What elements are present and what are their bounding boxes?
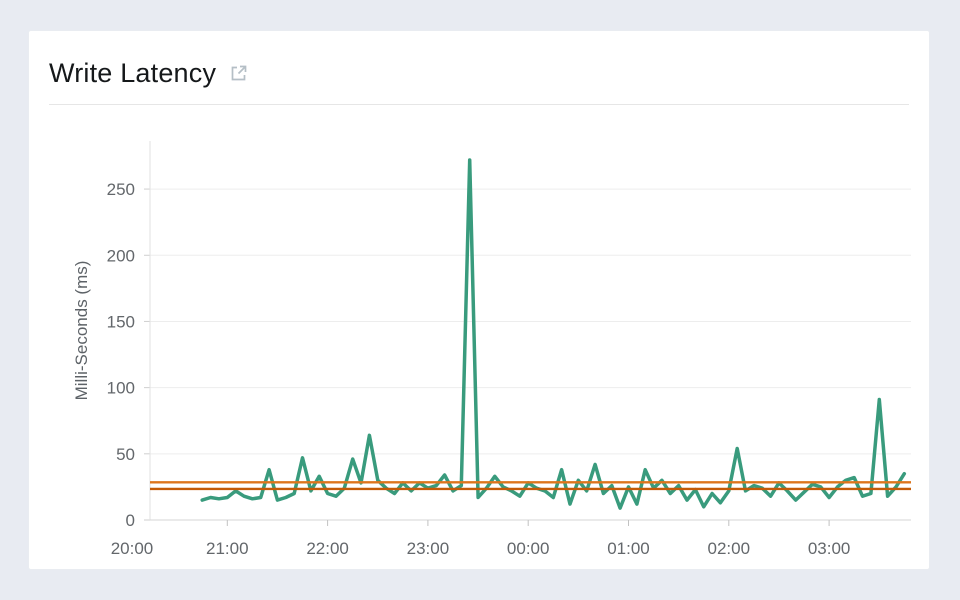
x-tick-label: 21:00 xyxy=(206,539,249,558)
x-tick-label: 23:00 xyxy=(407,539,450,558)
x-tick-label: 01:00 xyxy=(607,539,650,558)
card-header: Write Latency xyxy=(29,31,929,106)
y-tick-label: 100 xyxy=(107,379,135,398)
chart-card: Write Latency 0 50 100 150 200 250 20:00 21:00 2… xyxy=(28,30,930,570)
latency-chart[interactable]: 0 50 100 150 200 250 20:00 21:00 22:00 23:00 00:00… xyxy=(29,31,931,571)
page-title: Write Latency xyxy=(49,58,217,88)
external-link-icon[interactable] xyxy=(228,63,249,84)
x-tick-label: 20:00 xyxy=(111,539,154,558)
series-line-write-latency-ms xyxy=(200,158,907,510)
x-tick-label: 00:00 xyxy=(507,539,550,558)
y-tick-label: 0 xyxy=(126,511,135,530)
y-tick-label: 50 xyxy=(116,445,135,464)
x-tick-label: 02:00 xyxy=(708,539,751,558)
y-tick-label: 150 xyxy=(107,312,135,331)
y-axis-title: Milli-Seconds (ms) xyxy=(72,261,91,401)
x-tick-label: 03:00 xyxy=(808,539,851,558)
y-tick-label: 250 xyxy=(107,180,135,199)
y-tick-label: 200 xyxy=(107,246,135,265)
x-tick-label: 22:00 xyxy=(306,539,349,558)
header-divider xyxy=(49,104,909,106)
